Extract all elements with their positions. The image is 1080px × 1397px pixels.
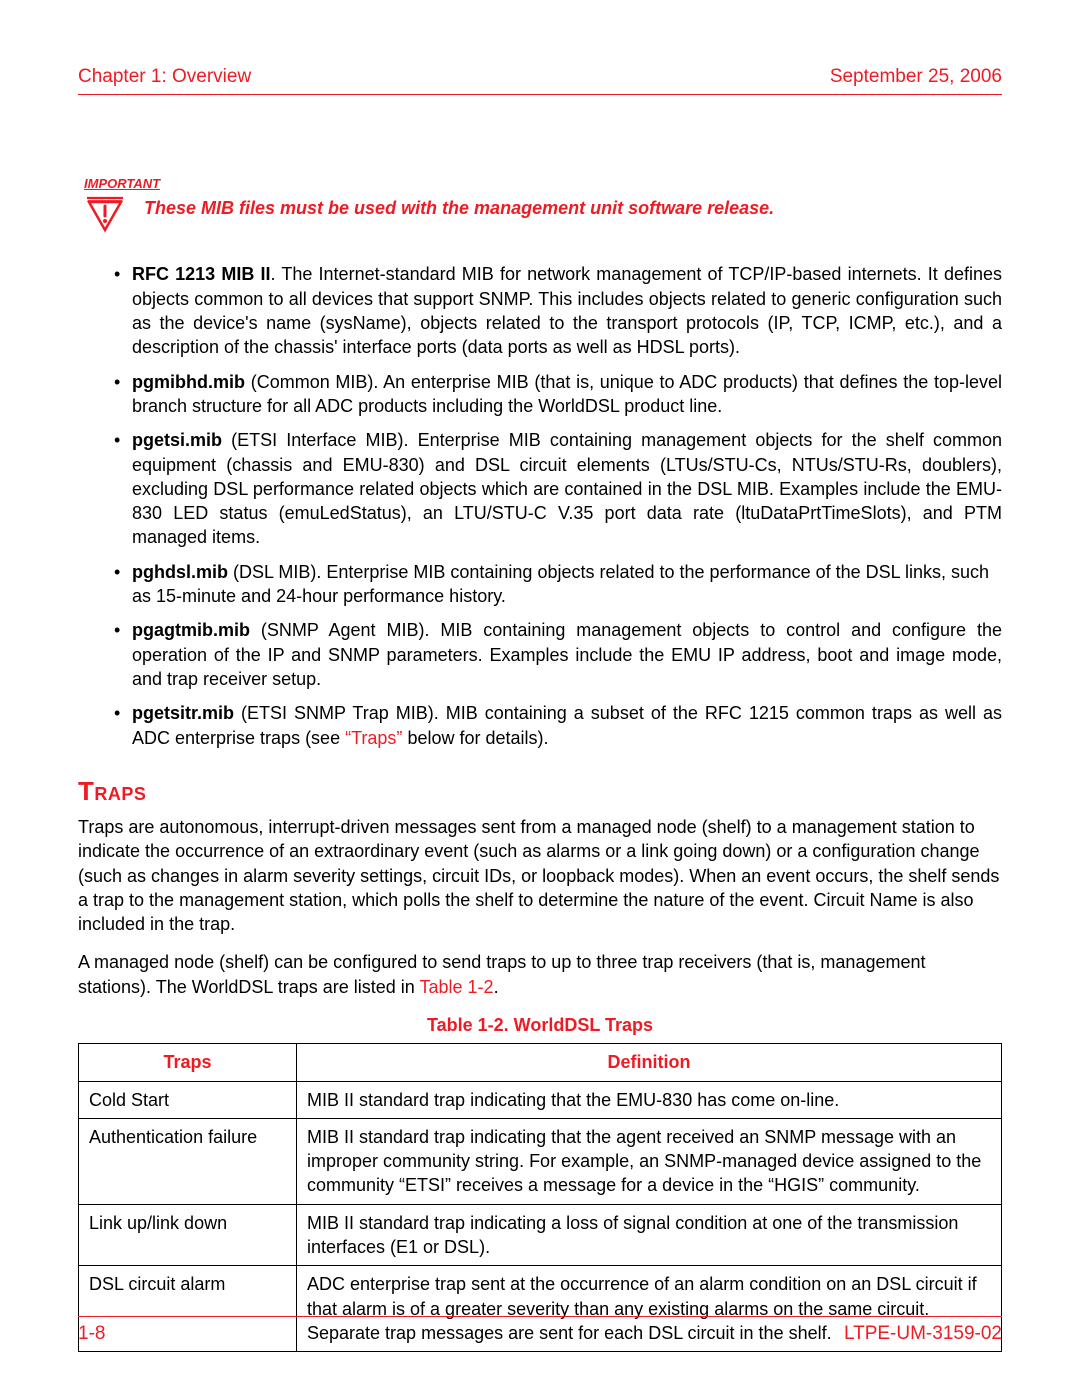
important-callout: These MIB files must be used with the ma… [78,194,1002,240]
mib-desc: (DSL MIB). Enterprise MIB containing obj… [132,562,989,606]
trap-def: MIB II standard trap indicating that the… [297,1081,1002,1118]
warning-triangle-icon [84,194,126,240]
doc-id: LTPE-UM-3159-02 [844,1321,1002,1347]
list-item: RFC 1213 MIB II. The Internet-standard M… [114,262,1002,359]
mib-name: pgetsitr.mib [132,703,234,723]
important-text: These MIB files must be used with the ma… [144,194,774,220]
header-date: September 25, 2006 [830,64,1002,90]
mib-list: RFC 1213 MIB II. The Internet-standard M… [78,262,1002,749]
list-item: pgetsitr.mib (ETSI SNMP Trap MIB). MIB c… [114,701,1002,750]
table-row: Link up/link down MIB II standard trap i… [79,1204,1002,1266]
header-rule [78,94,1002,95]
list-item: pgetsi.mib (ETSI Interface MIB). Enterpr… [114,428,1002,549]
col-header-definition: Definition [297,1044,1002,1081]
traps-link[interactable]: “Traps” [345,728,402,748]
mib-desc: (SNMP Agent MIB). MIB containing managem… [132,620,1002,689]
trap-name: Cold Start [79,1081,297,1118]
list-item: pgagtmib.mib (SNMP Agent MIB). MIB conta… [114,618,1002,691]
mib-desc: (Common MIB). An enterprise MIB (that is… [132,372,1002,416]
table-header-row: Traps Definition [79,1044,1002,1081]
trap-name: Authentication failure [79,1118,297,1204]
table-caption: Table 1-2. WorldDSL Traps [78,1013,1002,1037]
trap-def: MIB II standard trap indicating a loss o… [297,1204,1002,1266]
mib-desc-post: below for details). [402,728,548,748]
page-number: 1-8 [78,1321,105,1347]
mib-desc-pre: (ETSI SNMP Trap MIB). MIB containing a s… [132,703,1002,747]
mib-name: pgmibhd.mib [132,372,245,392]
col-header-traps: Traps [79,1044,297,1081]
mib-name: pgetsi.mib [132,430,222,450]
footer-rule [78,1316,1002,1317]
trap-name: Link up/link down [79,1204,297,1266]
para2-post: . [494,977,499,997]
para2-pre: A managed node (shelf) can be configured… [78,952,926,996]
list-item: pghdsl.mib (DSL MIB). Enterprise MIB con… [114,560,1002,609]
page-footer: 1-8 LTPE-UM-3159-02 [78,1316,1002,1347]
traps-para-1: Traps are autonomous, interrupt-driven m… [78,815,1002,936]
traps-para-2: A managed node (shelf) can be configured… [78,950,1002,999]
list-item: pgmibhd.mib (Common MIB). An enterprise … [114,370,1002,419]
mib-name: pgagtmib.mib [132,620,250,640]
page-header: Chapter 1: Overview September 25, 2006 [78,64,1002,90]
trap-def: MIB II standard trap indicating that the… [297,1118,1002,1204]
traps-table: Traps Definition Cold Start MIB II stand… [78,1043,1002,1352]
section-heading-traps: Traps [78,774,1002,809]
mib-name: RFC 1213 MIB II [132,264,271,284]
mib-desc: (ETSI Interface MIB). Enterprise MIB con… [132,430,1002,547]
header-chapter: Chapter 1: Overview [78,64,251,90]
mib-name: pghdsl.mib [132,562,228,582]
table-row: Cold Start MIB II standard trap indicati… [79,1081,1002,1118]
important-label: IMPORTANT [84,175,1002,193]
table-ref-link[interactable]: Table 1-2 [420,977,494,997]
table-row: Authentication failure MIB II standard t… [79,1118,1002,1204]
